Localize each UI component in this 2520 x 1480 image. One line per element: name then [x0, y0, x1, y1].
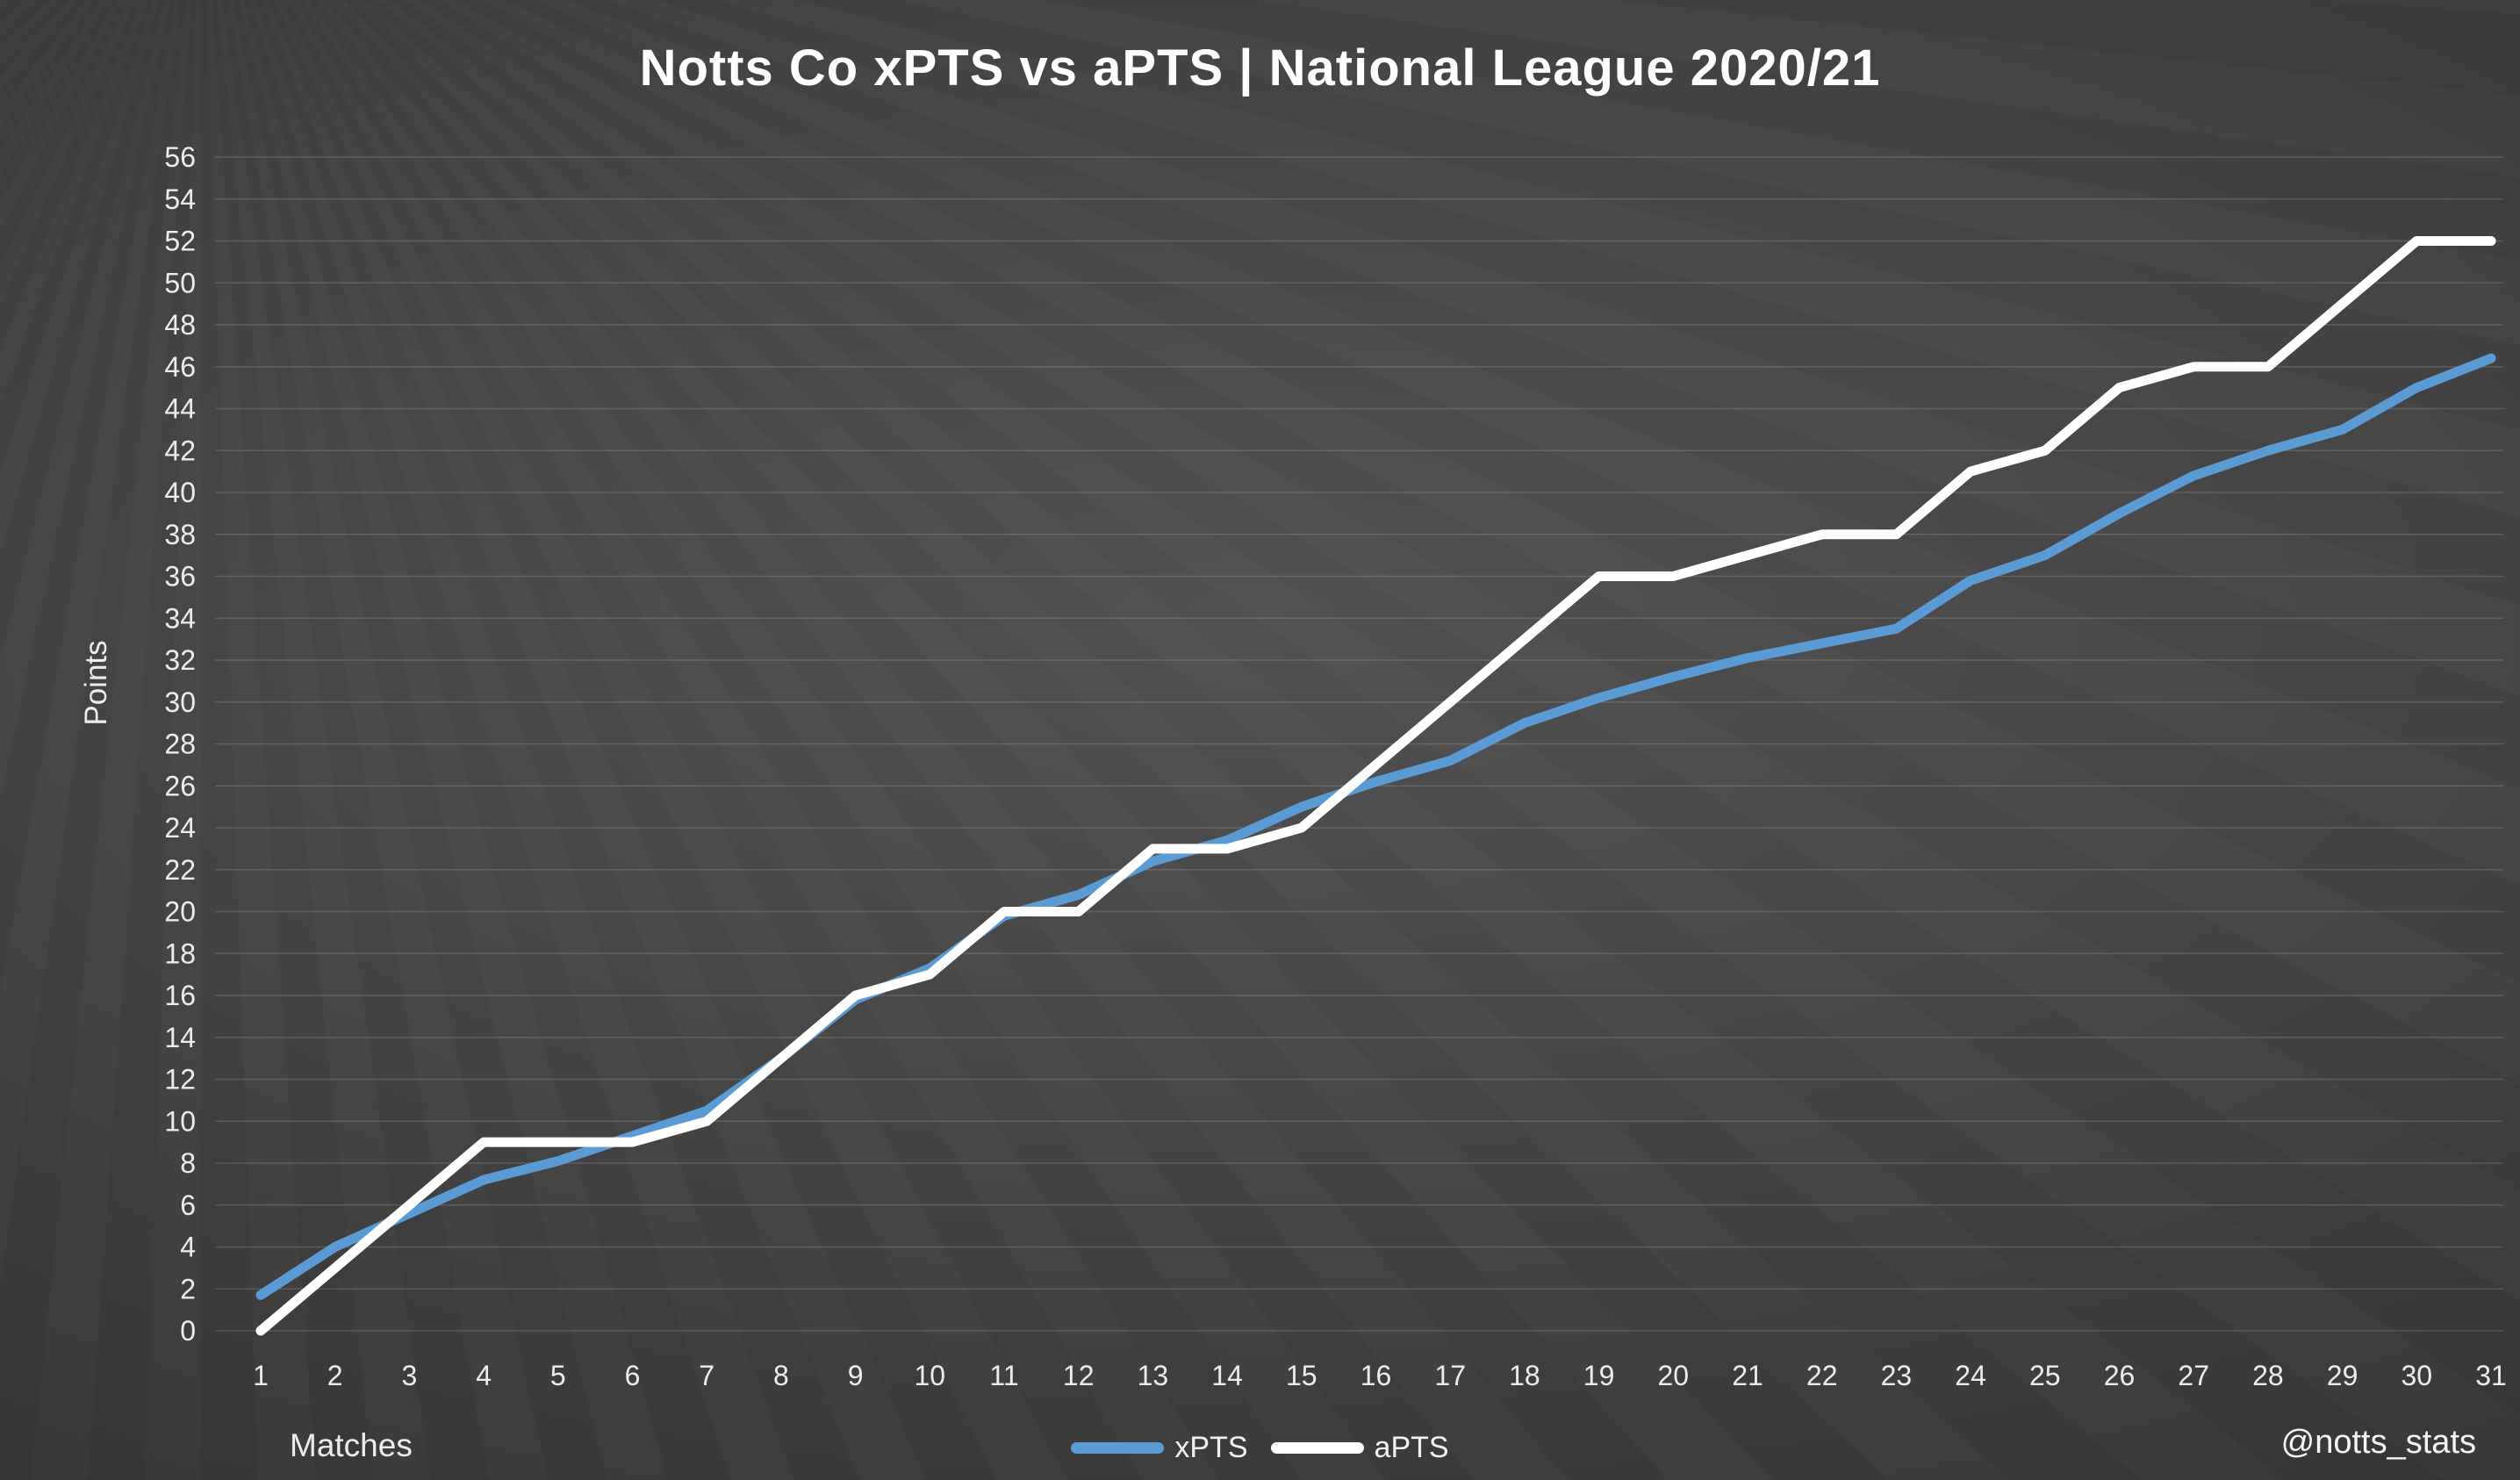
y-tick-label: 52 [164, 226, 196, 257]
x-tick-label: 7 [699, 1360, 714, 1391]
x-tick-label: 2 [327, 1360, 343, 1391]
x-tick-label: 18 [1509, 1360, 1540, 1391]
x-tick-label: 28 [2252, 1360, 2284, 1391]
x-tick-label: 16 [1361, 1360, 1392, 1391]
y-tick-label: 46 [164, 351, 196, 383]
y-tick-label: 4 [180, 1232, 196, 1263]
xpts-legend-label: xPTS [1174, 1431, 1248, 1464]
legend: xPTS aPTS [0, 1431, 2520, 1465]
x-tick-label: 8 [773, 1360, 789, 1391]
y-tick-label: 30 [164, 686, 196, 718]
y-tick-label: 40 [164, 477, 196, 508]
x-tick-label: 30 [2402, 1360, 2433, 1391]
xpts-line [255, 353, 2496, 1300]
legend-item-apts: aPTS [1270, 1431, 1449, 1465]
apts-legend-label: aPTS [1374, 1431, 1449, 1464]
y-tick-label: 6 [180, 1189, 196, 1221]
x-tick-label: 5 [550, 1360, 566, 1391]
xpts-legend-swatch [1071, 1442, 1165, 1454]
x-tick-label: 15 [1286, 1360, 1317, 1391]
x-tick-label: 23 [1881, 1360, 1913, 1391]
y-tick-label: 48 [164, 309, 196, 341]
x-tick-label: 22 [1806, 1360, 1838, 1391]
x-tick-label: 21 [1732, 1360, 1763, 1391]
x-tick-label: 24 [1955, 1360, 1986, 1391]
y-tick-label: 18 [164, 938, 196, 970]
x-tick-label: 26 [2104, 1360, 2136, 1391]
x-tick-label: 4 [476, 1360, 492, 1391]
x-tick-label: 3 [402, 1360, 418, 1391]
x-tick-label: 12 [1063, 1360, 1095, 1391]
y-axis-label: Points [79, 640, 113, 726]
x-tick-label: 11 [989, 1360, 1018, 1391]
y-tick-label: 44 [164, 393, 196, 425]
y-tick-label: 28 [164, 729, 196, 760]
y-tick-label: 0 [180, 1315, 196, 1347]
x-tick-label: 19 [1583, 1360, 1615, 1391]
y-tick-label: 34 [164, 603, 196, 635]
credit-handle: @notts_stats [2280, 1424, 2476, 1461]
y-tick-label: 36 [164, 561, 196, 593]
x-tick-label: 9 [848, 1360, 864, 1391]
legend-item-xpts: xPTS [1071, 1431, 1248, 1465]
x-tick-label: 10 [915, 1360, 946, 1391]
x-tick-label: 14 [1211, 1360, 1243, 1391]
y-tick-label: 50 [164, 268, 196, 299]
apts-line [255, 236, 2496, 1336]
x-tick-label: 31 [2475, 1360, 2507, 1391]
y-tick-label: 10 [164, 1106, 196, 1138]
y-tick-label: 22 [164, 854, 196, 886]
y-tick-label: 12 [164, 1064, 196, 1096]
x-tick-label: 6 [625, 1360, 641, 1391]
y-tick-label: 54 [164, 183, 196, 215]
y-tick-label: 20 [164, 896, 196, 928]
x-tick-label: 20 [1658, 1360, 1690, 1391]
y-tick-label: 8 [180, 1147, 196, 1179]
y-tick-label: 2 [180, 1274, 196, 1305]
x-tick-label: 27 [2178, 1360, 2209, 1391]
x-tick-label: 1 [253, 1360, 269, 1391]
chart-title: Notts Co xPTS vs aPTS | National League … [639, 40, 1881, 97]
y-tick-label: 14 [164, 1022, 196, 1053]
x-tick-label: 29 [2327, 1360, 2358, 1391]
y-tick-label: 38 [164, 519, 196, 550]
apts-legend-swatch [1270, 1442, 1364, 1454]
x-axis-label: Matches [290, 1427, 413, 1463]
y-tick-label: 42 [164, 435, 196, 467]
y-tick-label: 56 [164, 141, 196, 173]
y-tick-label: 24 [164, 812, 196, 844]
y-tick-label: 26 [164, 771, 196, 802]
x-tick-label: 17 [1434, 1360, 1466, 1391]
x-tick-label: 13 [1138, 1360, 1169, 1391]
x-tick-label: 25 [2029, 1360, 2061, 1391]
y-tick-label: 16 [164, 980, 196, 1011]
y-tick-label: 32 [164, 644, 196, 676]
